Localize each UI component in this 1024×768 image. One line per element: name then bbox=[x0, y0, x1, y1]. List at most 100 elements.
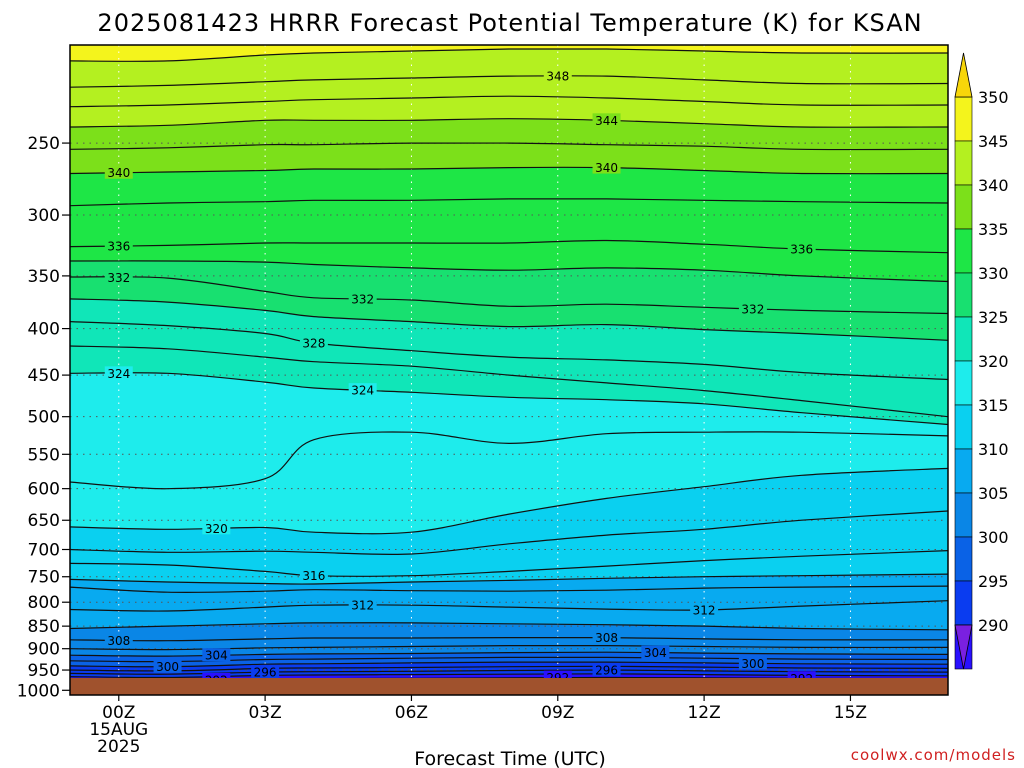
theta-contour-326 bbox=[70, 345, 948, 418]
y-tick-label-550: 550 bbox=[28, 445, 60, 465]
contour-label-bg bbox=[104, 239, 133, 253]
contour-label-bg bbox=[104, 165, 133, 179]
contour-label-bg bbox=[104, 270, 133, 284]
x-tick-label-15-0: 15Z bbox=[834, 703, 867, 723]
contour-label-bg bbox=[153, 659, 182, 673]
y-tick-label-950: 950 bbox=[28, 661, 60, 681]
chart-title: 2025081423 HRRR Forecast Potential Tempe… bbox=[97, 9, 922, 37]
theta-contour-314 bbox=[70, 585, 948, 594]
contour-label-344: 344 bbox=[595, 114, 618, 128]
contour-label-332: 332 bbox=[351, 292, 374, 306]
y-tick-label-750: 750 bbox=[28, 568, 60, 588]
colorbar-label-330: 330 bbox=[978, 264, 1009, 283]
theta-contour-336 bbox=[70, 239, 948, 254]
colorbar-label-325: 325 bbox=[978, 308, 1009, 327]
contour-label-336: 336 bbox=[107, 240, 130, 254]
x-tick-label-0-2: 2025 bbox=[97, 737, 140, 757]
contour-label-308: 308 bbox=[107, 634, 130, 648]
theta-contour-300 bbox=[70, 661, 948, 668]
theta-contour-298 bbox=[70, 665, 948, 672]
contour-label-332: 332 bbox=[107, 271, 130, 285]
y-tick-label-800: 800 bbox=[28, 593, 60, 613]
colorbar-label-305: 305 bbox=[978, 484, 1009, 503]
colorbar-label-295: 295 bbox=[978, 572, 1009, 591]
contour-label-bg bbox=[787, 242, 816, 256]
contour-label-316: 316 bbox=[302, 569, 325, 583]
theta-contour-308 bbox=[70, 636, 948, 642]
contour-label-bg bbox=[299, 336, 328, 350]
contour-label-bg bbox=[592, 113, 621, 127]
contour-label-bg bbox=[592, 160, 621, 174]
x-tick-label-6-0: 06Z bbox=[395, 703, 428, 723]
colorbar-segment bbox=[954, 272, 973, 318]
colorbar-segment bbox=[954, 140, 973, 186]
contour-label-bg bbox=[348, 291, 377, 305]
colorbar-segment bbox=[954, 404, 973, 450]
y-tick-label-450: 450 bbox=[28, 366, 60, 386]
theta-contour-348 bbox=[70, 75, 948, 88]
y-tick-label-700: 700 bbox=[28, 541, 60, 561]
colorbar-label-345: 345 bbox=[978, 132, 1009, 151]
colorbar-segment bbox=[954, 360, 973, 406]
contour-label-bg bbox=[104, 366, 133, 380]
y-tick-label-1000: 1000 bbox=[17, 681, 60, 701]
theta-contour-332 bbox=[70, 276, 948, 315]
credit-text: coolwx.com/models bbox=[851, 746, 1016, 764]
y-tick-label-400: 400 bbox=[28, 320, 60, 340]
contour-label-bg bbox=[592, 663, 621, 677]
contour-label-320: 320 bbox=[205, 522, 228, 536]
x-tick-label-0-0: 00Z bbox=[102, 703, 135, 723]
colorbar-label-315: 315 bbox=[978, 396, 1009, 415]
colorbar-label-320: 320 bbox=[978, 352, 1009, 371]
contour-label-340: 340 bbox=[107, 166, 130, 180]
theta-contour-324 bbox=[70, 372, 948, 426]
contour-label-296: 296 bbox=[254, 666, 277, 680]
colorbar-segment bbox=[954, 492, 973, 538]
colorbar-label-290: 290 bbox=[978, 616, 1009, 635]
y-tick-label-900: 900 bbox=[28, 640, 60, 660]
x-axis-label: Forecast Time (UTC) bbox=[414, 748, 605, 768]
contour-label-bg bbox=[592, 630, 621, 644]
theta-contour-344 bbox=[70, 118, 948, 128]
contour-label-300: 300 bbox=[156, 660, 179, 674]
contour-label-324: 324 bbox=[351, 384, 374, 398]
y-tick-label-500: 500 bbox=[28, 408, 60, 428]
x-tick-label-9-0: 09Z bbox=[541, 703, 574, 723]
ground-surface bbox=[70, 678, 948, 695]
colorbar-segment bbox=[954, 184, 973, 230]
contour-label-332: 332 bbox=[741, 302, 764, 316]
colorbar-label-340: 340 bbox=[978, 176, 1009, 195]
theta-contour-346 bbox=[70, 95, 948, 108]
contour-label-bg bbox=[202, 521, 231, 535]
colorbar-label-310: 310 bbox=[978, 440, 1009, 459]
theta-contour-310 bbox=[70, 622, 948, 631]
theta-contour-330 bbox=[70, 298, 948, 341]
x-tick-label-12-0: 12Z bbox=[687, 703, 720, 723]
contour-label-308: 308 bbox=[595, 631, 618, 645]
contour-label-bg bbox=[251, 665, 280, 679]
colorbar-top-arrow bbox=[954, 52, 973, 98]
theta-contour-342 bbox=[70, 142, 948, 151]
contour-label-bg bbox=[543, 69, 572, 83]
contour-label-bg bbox=[738, 656, 767, 670]
contour-label-bg bbox=[641, 645, 670, 659]
theta-contour-316 bbox=[70, 550, 948, 577]
contour-label-bg bbox=[348, 383, 377, 397]
colorbar-label-350: 350 bbox=[978, 88, 1009, 107]
plot-frame bbox=[69, 44, 949, 696]
contour-label-312: 312 bbox=[351, 599, 374, 613]
contour-label-304: 304 bbox=[205, 649, 228, 663]
colorbar-segment bbox=[954, 580, 973, 626]
contour-label-bg bbox=[348, 598, 377, 612]
theta-contour-315 bbox=[70, 573, 948, 585]
contour-label-340: 340 bbox=[595, 161, 618, 175]
contour-label-336: 336 bbox=[790, 243, 813, 257]
contour-label-bg bbox=[299, 568, 328, 582]
theta-contour-334 bbox=[70, 260, 948, 283]
contour-label-348: 348 bbox=[546, 70, 569, 84]
contour-label-bg bbox=[690, 603, 719, 617]
y-tick-label-250: 250 bbox=[28, 134, 60, 154]
x-tick-label-3-0: 03Z bbox=[248, 703, 281, 723]
contour-label-328: 328 bbox=[302, 337, 325, 351]
